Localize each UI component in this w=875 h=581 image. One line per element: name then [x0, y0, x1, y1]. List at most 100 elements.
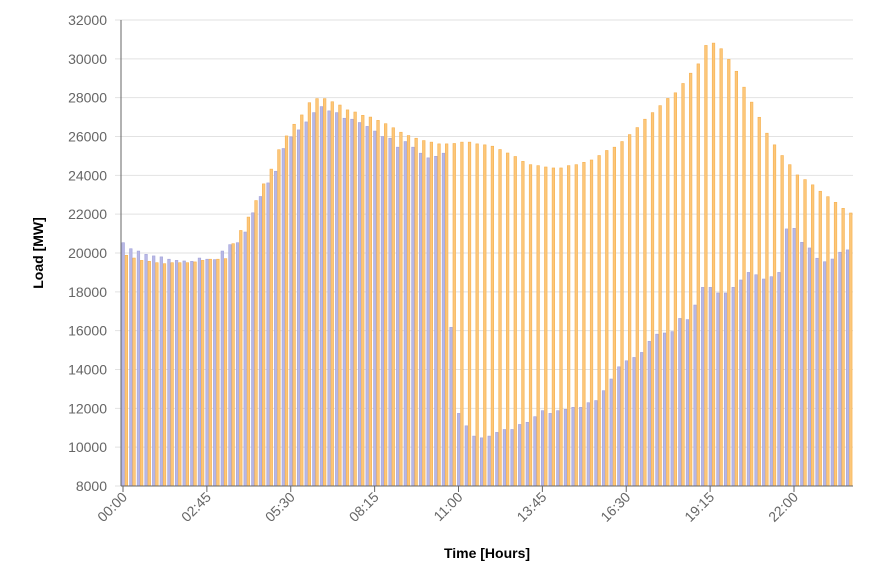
y-tick-label: 32000: [68, 12, 107, 28]
bar-series-2: [467, 141, 472, 487]
bar-series-1: [464, 425, 468, 487]
bar-series-1: [197, 257, 202, 487]
bar-series-1: [815, 257, 819, 487]
bar-series-1: [685, 319, 690, 487]
bar-series-1: [731, 287, 735, 487]
bar-series-1: [319, 106, 324, 487]
bar-series-2: [803, 179, 807, 487]
bar-series-1: [540, 410, 545, 487]
bar-series-1: [228, 244, 232, 487]
y-tick-label: 26000: [68, 129, 107, 145]
bar-series-1: [335, 112, 339, 487]
bar-series-2: [582, 162, 586, 487]
bar-series-1: [418, 152, 423, 487]
x-axis-title: Time [Hours]: [444, 545, 530, 561]
bar-series-2: [147, 261, 151, 487]
bar-series-1: [579, 407, 583, 487]
y-tick-labels: 8000 10000 12000 14000 16000 18000 20000 22000 2…: [68, 12, 107, 494]
y-tick-label: 16000: [68, 323, 107, 339]
bar-series-1: [373, 130, 377, 487]
y-tick-label: 24000: [68, 167, 107, 183]
bar-series-2: [772, 144, 777, 487]
bar-series-2: [719, 48, 723, 487]
y-tick-label: 14000: [68, 362, 107, 378]
bar-series-1: [495, 432, 499, 487]
bar-series-2: [643, 118, 647, 487]
x-tick-labels: 00:00 02:45 05:30 08:15 11:00 13:45 16:30 19:15…: [94, 489, 801, 525]
bar-series-2: [490, 145, 495, 487]
bar-series-2: [338, 104, 342, 487]
bar-series-2: [498, 149, 502, 487]
bar-series-2: [612, 146, 616, 487]
bar-series-2: [208, 258, 212, 487]
bar-series-2: [513, 156, 517, 487]
bar-series-1: [220, 250, 224, 487]
bar-series-1: [434, 156, 438, 487]
bar-series-1: [380, 136, 385, 487]
bar-series-2: [841, 208, 845, 487]
bar-series-2: [185, 262, 190, 487]
bar-series-1: [174, 260, 179, 487]
bar-series-2: [681, 83, 685, 487]
bar-series-2: [727, 59, 731, 487]
x-tick-label: 16:30: [597, 489, 633, 525]
bar-series-1: [632, 357, 636, 487]
bar-series-1: [754, 274, 758, 487]
bar-series-2: [391, 127, 395, 487]
bar-series-1: [403, 141, 407, 487]
bar-series-2: [650, 112, 655, 487]
bar-series-1: [144, 254, 148, 487]
bar-series-2: [162, 263, 167, 487]
bar-series-2: [711, 42, 716, 487]
bar-series-1: [624, 360, 629, 487]
bar-series-1: [571, 407, 575, 487]
bar-series-1: [647, 341, 651, 487]
bar-series-2: [269, 168, 273, 487]
bar-series-1: [365, 126, 369, 487]
bar-series-1: [784, 228, 789, 487]
bar-series-2: [422, 140, 426, 487]
bar-series-1: [617, 366, 621, 487]
bar-series-1: [655, 333, 659, 487]
bar-series-2: [849, 212, 853, 487]
bar-series-2: [254, 200, 258, 487]
bar-series-1: [327, 110, 331, 487]
y-tick-label: 30000: [68, 51, 107, 67]
bar-series-2: [155, 262, 159, 487]
bar-series-1: [205, 258, 209, 487]
bar-series-2: [780, 155, 784, 487]
bar-series-1: [723, 292, 728, 487]
y-tick-label: 22000: [68, 206, 107, 222]
bar-series-1: [609, 378, 613, 487]
bar-series-2: [795, 174, 799, 487]
bar-series-2: [361, 115, 365, 487]
bar-series-1: [777, 272, 781, 487]
bar-series-2: [384, 123, 388, 487]
bar-series-1: [556, 410, 560, 487]
bar-series-1: [823, 261, 827, 487]
y-tick-label: 8000: [76, 478, 107, 494]
bar-series-2: [284, 135, 289, 487]
bar-series-2: [445, 143, 449, 487]
bar-series-2: [353, 111, 357, 487]
bar-series-1: [670, 331, 674, 487]
y-tick-label: 20000: [68, 245, 107, 261]
bar-series-1: [251, 212, 255, 487]
bar-series-1: [258, 196, 263, 487]
bar-series-1: [167, 258, 171, 487]
bar-series-1: [746, 272, 751, 487]
bar-series-1: [274, 170, 278, 487]
bar-series-1: [830, 258, 834, 487]
bar-series-1: [266, 182, 270, 487]
bar-series-1: [159, 256, 163, 487]
bar-series-2: [124, 255, 128, 487]
x-tick-label: 00:00: [94, 489, 130, 525]
bar-series-2: [696, 63, 700, 487]
bar-series-1: [304, 121, 308, 487]
bar-series-1: [136, 250, 141, 487]
bar-series-2: [170, 262, 174, 487]
bar-series-2: [399, 131, 403, 487]
bar-series-2: [323, 98, 327, 487]
bar-series-1: [312, 112, 316, 487]
